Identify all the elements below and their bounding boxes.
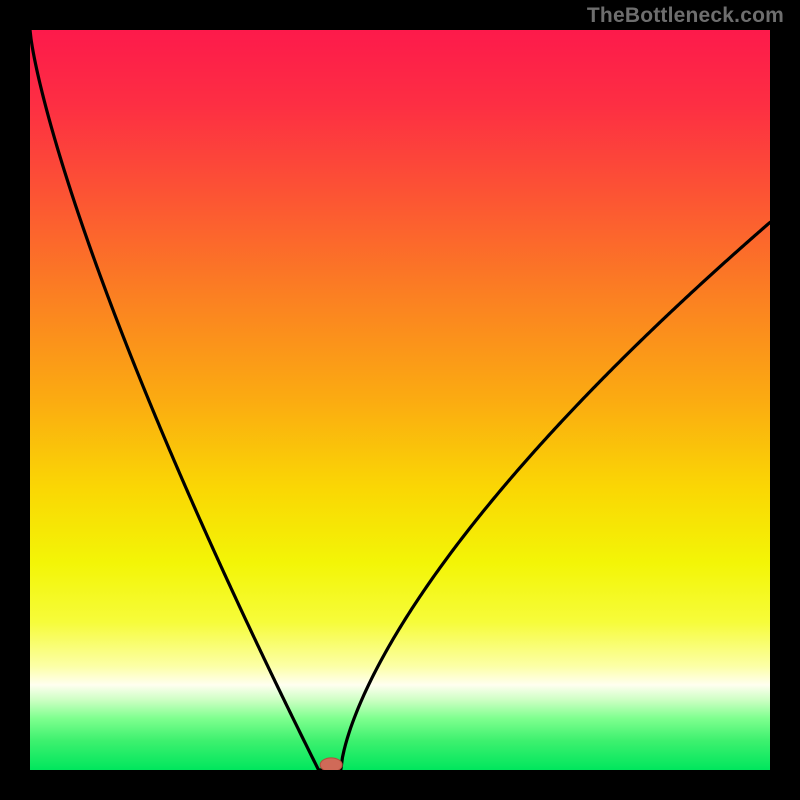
plot-area	[30, 30, 770, 772]
vertex-marker	[320, 758, 342, 772]
chart-svg	[0, 0, 800, 800]
watermark-text: TheBottleneck.com	[587, 4, 784, 28]
heat-gradient	[30, 30, 770, 770]
chart-frame: { "watermark": { "text": "TheBottleneck.…	[0, 0, 800, 800]
